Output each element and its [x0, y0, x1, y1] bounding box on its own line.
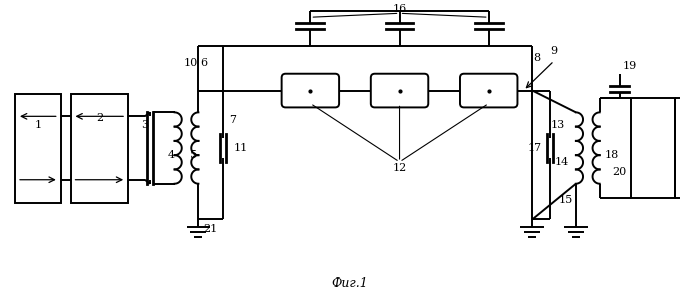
- Text: 4: 4: [168, 150, 175, 160]
- Text: 15: 15: [559, 195, 573, 205]
- Text: 13: 13: [551, 120, 565, 130]
- Text: Фиг.1: Фиг.1: [332, 277, 368, 290]
- Text: 12: 12: [393, 163, 407, 173]
- Text: 10: 10: [183, 58, 197, 68]
- Text: 21: 21: [203, 224, 218, 234]
- Text: 7: 7: [230, 115, 237, 125]
- Text: 5: 5: [190, 150, 197, 160]
- Text: 6: 6: [199, 58, 207, 68]
- Bar: [71, 94, 128, 202]
- Bar: [631, 98, 675, 198]
- Text: 8: 8: [533, 53, 541, 63]
- Text: 11: 11: [234, 143, 248, 153]
- Text: 18: 18: [605, 150, 619, 160]
- Text: 19: 19: [622, 61, 636, 71]
- FancyBboxPatch shape: [371, 74, 428, 107]
- FancyBboxPatch shape: [281, 74, 339, 107]
- FancyBboxPatch shape: [460, 74, 517, 107]
- Text: 9: 9: [550, 46, 558, 56]
- Text: 3: 3: [141, 120, 148, 130]
- Text: 16: 16: [393, 4, 407, 14]
- Text: 14: 14: [555, 157, 569, 167]
- Text: 2: 2: [96, 113, 103, 123]
- Text: 20: 20: [612, 167, 626, 177]
- Bar: [15, 94, 61, 202]
- Text: 17: 17: [527, 143, 541, 153]
- Text: 1: 1: [34, 120, 41, 130]
